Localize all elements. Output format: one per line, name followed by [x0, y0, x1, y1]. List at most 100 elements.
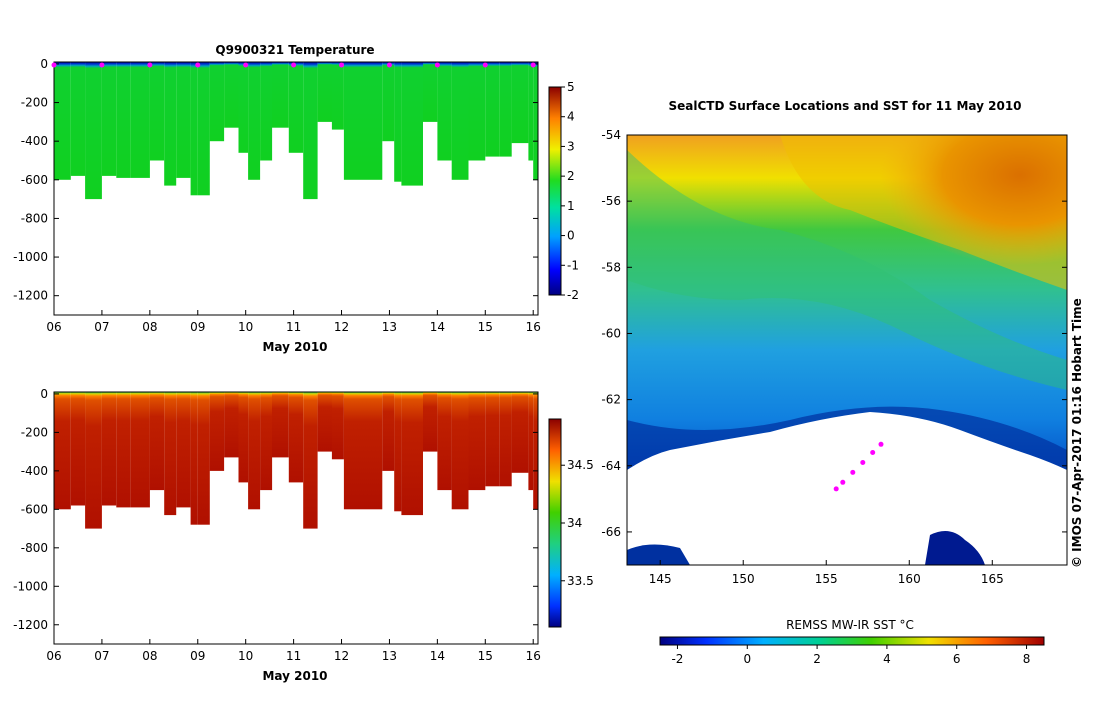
profile-column	[401, 62, 423, 186]
x-tick-label: 09	[190, 649, 205, 663]
profile-column	[197, 62, 210, 196]
colorbar-tick-label: 5	[567, 80, 575, 94]
profile-column	[176, 392, 191, 508]
profile-column	[248, 392, 261, 510]
profile-column	[130, 392, 150, 508]
salinity-panel: 0 -200 -400 -600 -800 -1000 -1200 06 07 08 09 10 11…	[13, 387, 594, 683]
x-tick-label: 07	[94, 649, 109, 663]
temperature-profile-markers	[51, 62, 536, 68]
profile-column	[423, 62, 438, 122]
lat-tick-label: -58	[601, 260, 621, 274]
salinity-plot-frame	[53, 391, 539, 645]
profile-column	[451, 62, 469, 180]
profile-marker	[147, 62, 153, 68]
profile-column	[533, 392, 538, 510]
y-tick-label: -400	[21, 134, 48, 148]
profile-marker	[386, 62, 392, 68]
x-tick-label: 11	[286, 649, 301, 663]
profile-column	[209, 62, 225, 142]
lat-tick-label: -64	[601, 459, 621, 473]
y-tick-label: 0	[40, 387, 48, 401]
track-point	[870, 450, 876, 455]
lon-tick-label: 155	[815, 572, 838, 586]
profile-column	[176, 62, 191, 178]
credit-text: © IMOS 07-Apr-2017 01:16 Hobart Time	[1070, 298, 1084, 568]
lat-tick-label: -60	[601, 326, 621, 340]
x-tick-label: 14	[430, 320, 445, 334]
profile-column	[533, 62, 538, 180]
y-tick-label: 0	[40, 57, 48, 71]
salinity-colorbar-ticks: 34.5 34 33.5	[561, 458, 594, 588]
profile-marker	[243, 62, 249, 68]
profile-column	[190, 62, 198, 196]
profile-column	[85, 62, 102, 200]
profile-column	[197, 392, 210, 525]
track-point	[860, 460, 866, 465]
temperature-x-label: May 2010	[262, 340, 327, 354]
profile-column	[288, 392, 304, 483]
x-tick-label: 16	[526, 649, 541, 663]
colorbar-tick-label: -1	[567, 258, 579, 272]
x-tick-label: 12	[334, 320, 349, 334]
x-tick-label: 16	[526, 320, 541, 334]
profile-column	[209, 392, 225, 471]
profile-column	[303, 392, 318, 529]
profile-marker	[482, 62, 488, 68]
y-tick-label: -800	[21, 541, 48, 555]
profile-column	[331, 392, 344, 460]
lon-tick-label: 145	[649, 572, 672, 586]
profile-marker	[99, 62, 105, 68]
temperature-x-axis: 06 07 08 09 10 11 12 13 14 15 16	[46, 310, 541, 334]
x-tick-label: 15	[478, 649, 493, 663]
profile-column	[164, 62, 177, 186]
map-colorbar-ticks: -2 0 2 4 6 8	[671, 645, 1030, 666]
map-colorbar-label: REMSS MW-IR SST °C	[786, 618, 914, 632]
x-tick-label: 08	[142, 649, 157, 663]
x-tick-label: 10	[238, 320, 253, 334]
profile-column	[238, 392, 249, 483]
x-tick-label: 09	[190, 320, 205, 334]
profile-column	[317, 62, 332, 122]
lat-tick-label: -66	[601, 525, 621, 539]
x-tick-label: 13	[382, 649, 397, 663]
y-tick-label: -1000	[13, 579, 48, 593]
colorbar-tick-label: -2	[567, 288, 579, 302]
x-tick-label: 11	[286, 320, 301, 334]
lon-tick-label: 165	[981, 572, 1004, 586]
profile-column	[499, 62, 512, 157]
profile-column	[343, 392, 366, 510]
profile-column	[528, 392, 534, 491]
antarctic-ice	[627, 412, 1067, 565]
credit-box: © IMOS 07-Apr-2017 01:16 Hobart Time	[1070, 298, 1084, 568]
colorbar-tick-label: 2	[567, 169, 575, 183]
profile-column	[85, 392, 102, 529]
profile-column	[511, 62, 529, 144]
colorbar-tick-label: 0	[567, 229, 575, 243]
map-colorbar-tick-label: 8	[1023, 652, 1031, 666]
profile-column	[365, 392, 383, 510]
profile-column	[499, 392, 512, 487]
profile-marker	[339, 62, 345, 68]
salinity-x-label: May 2010	[262, 669, 327, 683]
map-colorbar-tick-label: -2	[671, 652, 683, 666]
map-colorbar-tick-label: 0	[743, 652, 751, 666]
profile-column	[224, 62, 239, 128]
profile-column	[343, 62, 366, 180]
temperature-y-axis: 0 -200 -400 -600 -800 -1000 -1200	[13, 57, 538, 303]
profile-column	[485, 392, 500, 487]
seal-track	[833, 441, 884, 492]
profile-column	[116, 62, 131, 178]
y-tick-label: -1200	[13, 289, 48, 303]
temperature-colorbar	[548, 86, 562, 296]
profile-column	[511, 392, 529, 473]
profile-column	[54, 62, 71, 180]
profile-column	[190, 392, 198, 525]
y-tick-label: -200	[21, 425, 48, 439]
profile-column	[164, 392, 177, 516]
colorbar-tick-label: 1	[567, 199, 575, 213]
salinity-colorbar	[548, 418, 562, 628]
map-lat-axis: -54 -56 -58 -60 -62 -64 -66	[601, 128, 1067, 539]
profile-column	[331, 62, 344, 130]
profile-column	[54, 392, 71, 510]
profile-column	[130, 62, 150, 178]
